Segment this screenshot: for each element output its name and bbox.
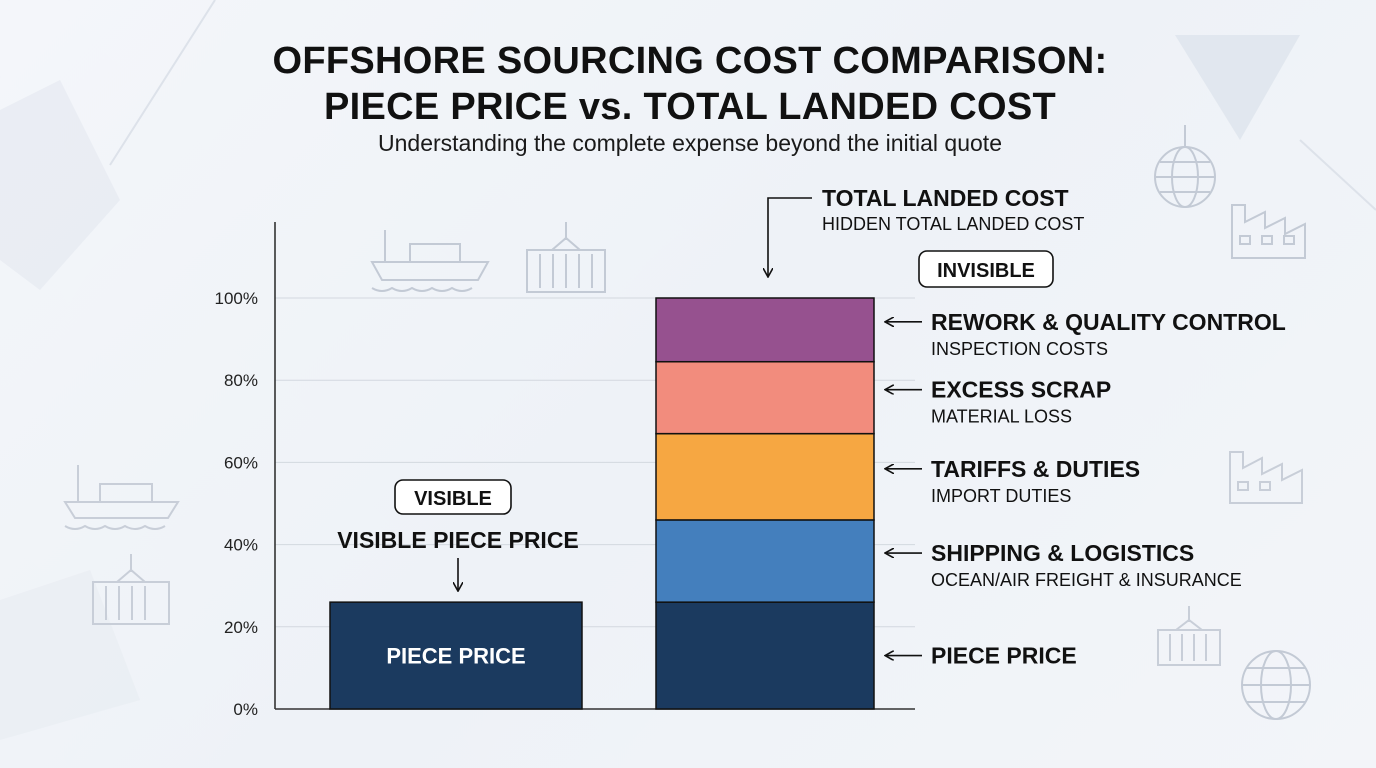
container-icon [526,222,606,293]
segment-sublabel: MATERIAL LOSS [931,407,1072,427]
bg-shape [0,80,120,290]
segment-label: REWORK & QUALITY CONTROL [931,309,1286,335]
bar-segment [329,601,583,710]
segment-label: SHIPPING & LOGISTICS [931,540,1194,566]
y-tick-label: 20% [224,618,258,637]
visible-badge-text: VISIBLE [414,488,492,510]
invisible-badge-text: INVISIBLE [937,260,1035,282]
total-bar-sublabel: HIDDEN TOTAL LANDED COST [822,214,1084,234]
segment-sublabel: OCEAN/AIR FREIGHT & INSURANCE [931,570,1242,590]
y-tick-label: 0% [233,700,258,719]
globe-icon [1241,650,1311,720]
factory-icon [1231,204,1306,259]
segment-label: PIECE PRICE [931,643,1077,669]
bar-segment [655,601,875,710]
container-icon [92,554,170,625]
bar-segment [655,432,875,521]
bar-segment [655,519,875,603]
ship-icon [370,230,490,292]
y-tick-label: 80% [224,371,258,390]
invisible-badge [918,250,1054,288]
total-bar-label: TOTAL LANDED COST [822,185,1069,211]
bars: PIECE PRICE [329,297,875,710]
page-subtitle: Understanding the complete expense beyon… [378,130,1002,156]
page-title: OFFSHORE SOURCING COST COMPARISON: [272,40,1108,82]
annotations: VISIBLE VISIBLE PIECE PRICE PIECE PRICE SHI… [337,185,1286,669]
bar-inner-label: PIECE PRICE [386,644,525,669]
bg-triangle [1175,35,1300,140]
visible-badge [394,479,512,515]
y-tick-label: 60% [224,453,258,472]
ship-icon [63,465,180,530]
bg-line [1299,139,1376,211]
segment-label: TARIFFS & DUTIES [931,456,1140,482]
segment-label: EXCESS SCRAP [931,377,1111,403]
segment-sublabel: INSPECTION COSTS [931,339,1108,359]
visible-bar-label: VISIBLE PIECE PRICE [337,527,579,553]
y-tick-label: 40% [224,536,258,555]
factory-icon [1229,451,1303,504]
segment-sublabel: IMPORT DUTIES [931,486,1071,506]
globe-icon [1154,125,1216,208]
bar-segment [655,297,875,363]
page-title-line-2: PIECE PRICE vs. TOTAL LANDED COST [323,86,1056,128]
y-tick-label: 100% [215,289,258,308]
bar-segment [655,360,875,435]
container-icon [1157,606,1221,666]
bg-line [109,0,216,166]
down-arrow [768,197,812,276]
